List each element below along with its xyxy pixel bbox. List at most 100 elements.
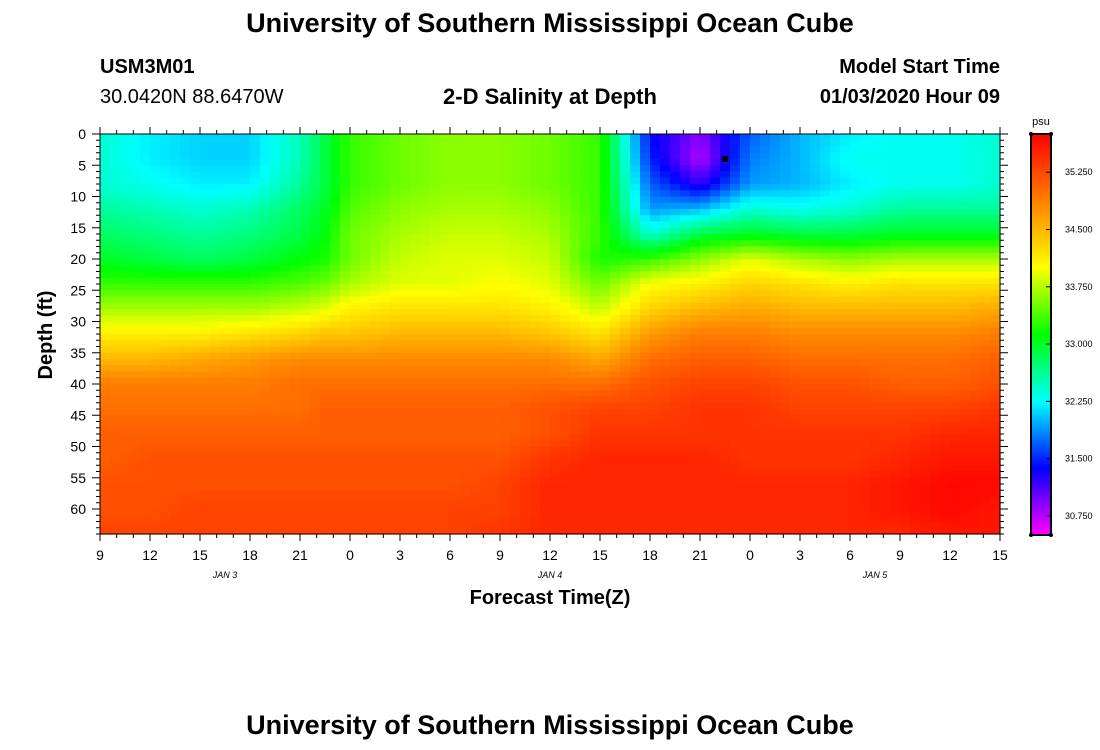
heatmap-cell — [270, 190, 281, 198]
heatmap-cell — [200, 171, 211, 179]
heatmap-cell — [340, 421, 351, 429]
heatmap-cell — [300, 277, 311, 285]
heatmap-cell — [120, 327, 131, 335]
heatmap-cell — [840, 134, 851, 141]
heatmap-cell — [980, 471, 991, 479]
heatmap-cell — [500, 240, 511, 248]
heatmap-cell — [150, 421, 161, 429]
heatmap-cell — [920, 209, 931, 216]
heatmap-cell — [910, 234, 921, 241]
heatmap-cell — [510, 371, 521, 379]
heatmap-cell — [130, 371, 141, 379]
heatmap-cell — [440, 384, 451, 391]
heatmap-cell — [860, 440, 871, 448]
heatmap-cell — [150, 177, 161, 185]
heatmap-cell — [490, 452, 501, 460]
heatmap-cell — [890, 346, 901, 354]
heatmap-cell — [440, 315, 451, 323]
heatmap-cell — [680, 402, 691, 410]
heatmap-cell — [440, 302, 451, 310]
heatmap-cell — [400, 252, 411, 260]
heatmap-cell — [340, 321, 351, 329]
heatmap-cell — [670, 290, 681, 298]
heatmap-cell — [140, 402, 151, 410]
heatmap-cell — [650, 302, 661, 310]
heatmap-cell — [910, 434, 921, 441]
heatmap-cell — [910, 277, 921, 285]
heatmap-cell — [480, 465, 491, 473]
heatmap-cell — [220, 296, 231, 304]
heatmap-cell — [560, 277, 571, 285]
heatmap-cell — [210, 246, 221, 254]
heatmap-cell — [720, 265, 731, 273]
heatmap-cell — [810, 177, 821, 185]
heatmap-cell — [340, 390, 351, 398]
heatmap-cell — [470, 215, 481, 223]
heatmap-cell — [620, 434, 631, 441]
heatmap-cell — [840, 340, 851, 348]
heatmap-cell — [500, 221, 511, 229]
heatmap-cell — [870, 415, 881, 423]
heatmap-cell — [650, 352, 661, 360]
heatmap-cell — [140, 384, 151, 391]
heatmap-cell — [250, 327, 261, 335]
heatmap-cell — [240, 465, 251, 473]
heatmap-cell — [720, 446, 731, 454]
heatmap-cell — [770, 334, 781, 341]
heatmap-cell — [530, 215, 541, 223]
heatmap-cell — [260, 315, 271, 323]
heatmap-cell — [300, 390, 311, 398]
heatmap-cell — [800, 415, 811, 423]
heatmap-cell — [190, 259, 201, 266]
heatmap-cell — [790, 440, 801, 448]
heatmap-cell — [390, 140, 401, 148]
heatmap-cell — [770, 134, 781, 141]
heatmap-cell — [340, 146, 351, 154]
heatmap-cell — [560, 352, 571, 360]
heatmap-cell — [990, 327, 1001, 335]
heatmap-cell — [300, 434, 311, 441]
heatmap-cell — [800, 284, 811, 291]
heatmap-cell — [640, 202, 651, 210]
heatmap-cell — [940, 146, 951, 154]
heatmap-cell — [600, 271, 611, 279]
heatmap-cell — [750, 452, 761, 460]
heatmap-cell — [650, 396, 661, 404]
heatmap-cell — [390, 477, 401, 485]
heatmap-cell — [820, 465, 831, 473]
heatmap-cell — [440, 334, 451, 341]
heatmap-cell — [720, 234, 731, 241]
heatmap-cell — [320, 240, 331, 248]
heatmap-cell — [200, 196, 211, 204]
heatmap-cell — [650, 434, 661, 441]
heatmap-cell — [470, 296, 481, 304]
heatmap-cell — [140, 452, 151, 460]
heatmap-cell — [510, 277, 521, 285]
heatmap-cell — [950, 190, 961, 198]
heatmap-cell — [140, 221, 151, 229]
heatmap-cell — [230, 177, 241, 185]
heatmap-cell — [410, 452, 421, 460]
heatmap-cell — [440, 202, 451, 210]
heatmap-cell — [100, 159, 111, 166]
heatmap-cell — [450, 277, 461, 285]
heatmap-cell — [620, 209, 631, 216]
heatmap-cell — [440, 196, 451, 204]
heatmap-cell — [300, 402, 311, 410]
heatmap-cell — [610, 265, 621, 273]
heatmap-cell — [650, 402, 661, 410]
heatmap-cell — [610, 459, 621, 466]
heatmap-cell — [560, 471, 571, 479]
heatmap-cell — [450, 165, 461, 173]
heatmap-cell — [120, 365, 131, 373]
heatmap-cell — [910, 452, 921, 460]
heatmap-cell — [200, 340, 211, 348]
heatmap-cell — [700, 384, 711, 391]
heatmap-cell — [300, 396, 311, 404]
heatmap-cell — [190, 146, 201, 154]
heatmap-cell — [530, 265, 541, 273]
heatmap-cell — [900, 277, 911, 285]
heatmap-cell — [730, 346, 741, 354]
heatmap-cell — [890, 365, 901, 373]
heatmap-cell — [730, 240, 741, 248]
